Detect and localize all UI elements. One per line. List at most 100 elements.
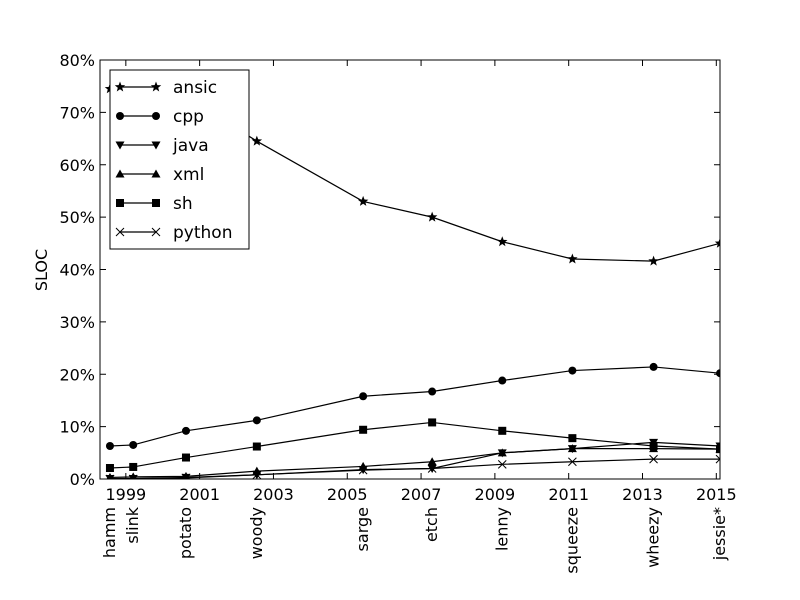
series-line-xml — [109, 448, 720, 479]
legend: ansic cpp java xml sh python — [109, 69, 250, 250]
x-tick-label: 2009 — [475, 485, 516, 504]
data-point-python-lenny — [497, 459, 507, 469]
x-tick-label: 2001 — [179, 485, 220, 504]
legend-label: xml — [173, 165, 204, 185]
series-line-sh — [109, 421, 720, 469]
legend-label: cpp — [173, 107, 204, 127]
release-label-hamm: hamm — [100, 507, 119, 558]
data-point-ansic-wheezy — [648, 255, 659, 266]
series-line-cpp — [109, 366, 720, 447]
data-point-cpp-woody — [252, 416, 261, 425]
data-point-python-wheezy — [649, 454, 658, 464]
y-tick-label: 20% — [59, 365, 95, 384]
data-point-cpp-potato — [181, 426, 190, 435]
release-label-sarge: sarge — [353, 507, 372, 551]
data-point-sh-squeeze — [568, 434, 577, 443]
x-tick-label: 2013 — [622, 485, 663, 504]
release-label-etch: etch — [422, 507, 441, 542]
data-point-cpp-sarge — [359, 392, 368, 401]
data-point-java-jessie* — [715, 442, 720, 451]
data-point-xml-etch — [427, 457, 437, 466]
data-point-python-potato — [181, 473, 191, 479]
y-tick-label: 60% — [59, 156, 95, 175]
data-point-cpp-wheezy — [649, 362, 658, 371]
y-tick-label: 80% — [59, 51, 95, 70]
legend-item-xml: xml — [115, 165, 204, 185]
legend-marker — [115, 227, 125, 237]
ticks-layer: 0% 10% 20% 30% 40% 50% 60% 70% 80% 1999 2001 2003 20… — [59, 51, 736, 574]
legend-label: java — [172, 136, 209, 156]
data-point-cpp-hamm — [105, 442, 114, 451]
data-point-sh-sarge — [359, 425, 368, 434]
legend-marker — [151, 227, 161, 237]
legend-marker — [115, 141, 125, 150]
release-label-squeeze: squeeze — [562, 507, 581, 574]
y-tick-label: 40% — [59, 261, 95, 280]
release-label-wheezy: wheezy — [644, 507, 663, 568]
data-point-python-hamm — [105, 474, 115, 479]
data-point-python-sarge — [358, 465, 368, 475]
legend-box — [109, 69, 250, 250]
data-point-sh-slink — [129, 462, 138, 471]
data-point-cpp-squeeze — [568, 366, 577, 375]
data-point-sh-wheezy — [649, 442, 658, 451]
data-point-ansic-sarge — [357, 195, 369, 206]
legend-marker — [151, 141, 161, 150]
data-point-cpp-jessie* — [716, 369, 720, 378]
x-tick-label: 2007 — [401, 485, 442, 504]
legend-marker — [116, 112, 124, 120]
legend-marker — [115, 169, 125, 178]
data-point-sh-potato — [181, 453, 190, 462]
legend-item-sh: sh — [116, 194, 193, 214]
release-label-jessie: jessie* — [710, 507, 729, 561]
data-point-sh-lenny — [498, 426, 507, 435]
legend-item-python: python — [115, 223, 232, 243]
legend-marker — [116, 199, 124, 207]
series-cpp — [105, 362, 720, 451]
y-tick-label: 30% — [59, 313, 95, 332]
legend-marker — [152, 112, 160, 120]
x-tick-label: 1999 — [105, 485, 146, 504]
y-tick-label: 70% — [59, 103, 95, 122]
data-point-xml-squeeze — [567, 444, 577, 453]
x-tick-label: 2011 — [548, 485, 589, 504]
legend-marker — [152, 199, 160, 207]
legend-label: sh — [173, 194, 193, 214]
legend-item-ansic: ansic — [114, 78, 217, 98]
release-label-woody: woody — [247, 507, 266, 559]
data-point-cpp-lenny — [498, 376, 507, 385]
release-label-slink: slink — [123, 506, 142, 543]
y-tick-label: 50% — [59, 208, 95, 227]
y-tick-label: 10% — [59, 418, 95, 437]
data-point-xml-potato — [181, 471, 190, 479]
data-point-sh-etch — [428, 418, 437, 427]
data-point-cpp-slink — [129, 440, 138, 449]
data-point-python-slink — [128, 474, 138, 479]
data-point-xml-lenny — [497, 448, 507, 457]
x-tick-label: 2003 — [253, 485, 294, 504]
data-point-sh-hamm — [105, 464, 114, 473]
series-line-python — [109, 458, 720, 479]
legend-item-java: java — [115, 136, 209, 156]
data-point-sh-woody — [252, 442, 261, 451]
y-tick-label: 0% — [70, 470, 95, 489]
data-point-ansic-jessie* — [714, 237, 720, 248]
release-label-lenny: lenny — [492, 507, 511, 551]
legend-label: python — [173, 223, 232, 243]
legend-marker — [150, 81, 162, 92]
data-point-python-squeeze — [568, 457, 577, 467]
legend-label: ansic — [173, 78, 217, 98]
data-point-python-woody — [252, 470, 262, 479]
data-point-ansic-woody — [251, 135, 263, 146]
series-python — [105, 454, 720, 479]
y-axis-label: SLOC — [32, 249, 51, 291]
data-point-ansic-squeeze — [567, 253, 578, 264]
release-label-potato: potato — [176, 507, 195, 559]
data-point-python-jessie* — [715, 454, 720, 464]
legend-marker — [114, 81, 126, 92]
data-point-cpp-etch — [428, 387, 437, 396]
data-point-ansic-etch — [426, 211, 438, 222]
x-tick-label: 2015 — [696, 485, 737, 504]
legend-item-cpp: cpp — [116, 107, 204, 127]
